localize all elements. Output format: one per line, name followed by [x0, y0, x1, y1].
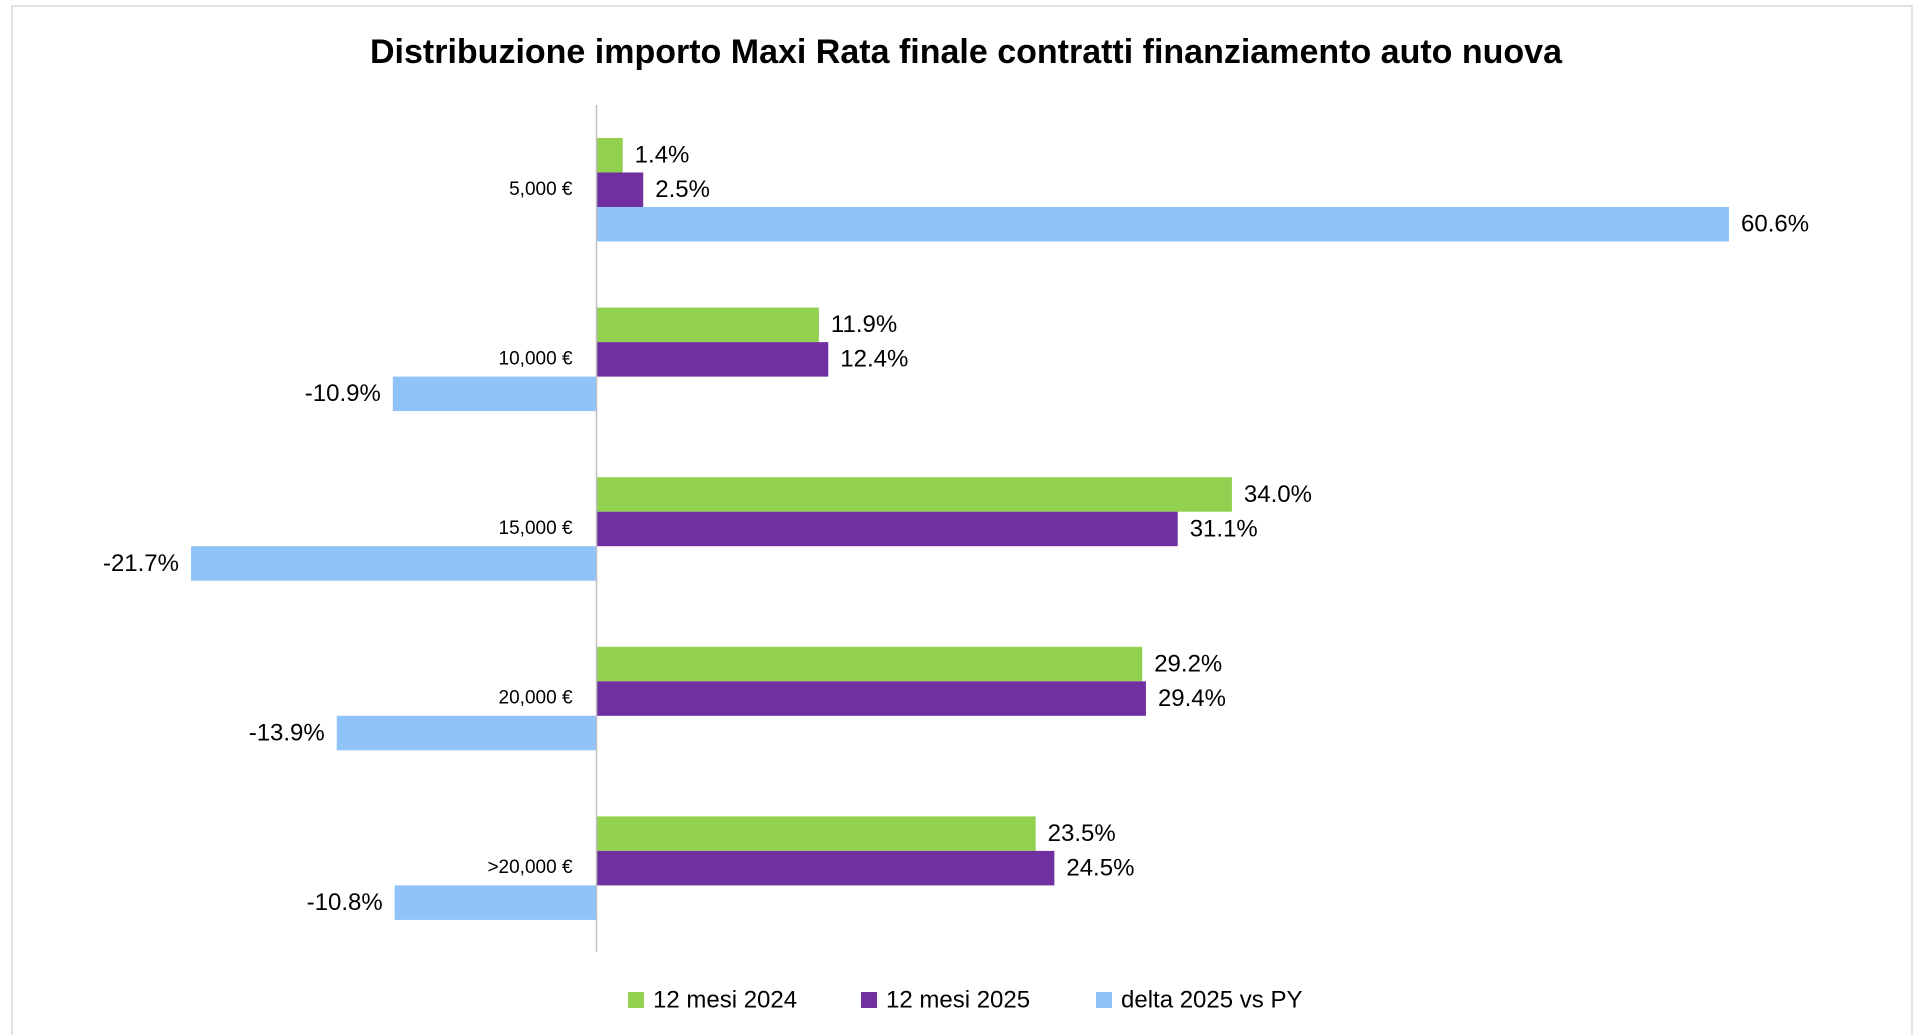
data-label: 12.4%: [840, 346, 908, 373]
legend-swatch: [861, 992, 877, 1008]
chart-border: [11, 5, 1913, 1035]
bar: [336, 715, 597, 751]
data-label: 11.9%: [831, 311, 897, 338]
data-label: -10.8%: [307, 889, 383, 916]
bar: [596, 138, 623, 173]
data-label: 60.6%: [1741, 211, 1809, 238]
bar: [596, 850, 1055, 886]
y-tick-label: 20,000 €: [499, 688, 573, 709]
chart-title: Distribuzione importo Maxi Rata finale c…: [370, 33, 1563, 71]
data-label: 23.5%: [1048, 820, 1116, 847]
y-tick-label: 10,000 €: [499, 348, 573, 369]
data-label: 24.5%: [1066, 854, 1134, 881]
data-label: 29.4%: [1158, 685, 1226, 712]
legend-swatch: [1096, 992, 1112, 1008]
data-label: -13.9%: [249, 719, 325, 746]
data-label: 29.2%: [1154, 650, 1222, 677]
legend-swatch: [628, 992, 644, 1008]
data-label: 1.4%: [635, 142, 690, 169]
bar: [596, 816, 1036, 851]
legend-label: 12 mesi 2025: [886, 986, 1030, 1013]
legend-label: delta 2025 vs PY: [1121, 986, 1302, 1013]
bar: [596, 681, 1146, 716]
y-tick-label: 5,000 €: [509, 179, 573, 200]
bar: [191, 546, 597, 581]
bar: [596, 172, 644, 207]
bar: [394, 885, 597, 920]
bar: [596, 207, 1729, 242]
y-tick-label: >20,000 €: [487, 857, 572, 878]
bar: [596, 646, 1143, 682]
data-label: -10.9%: [305, 380, 381, 407]
bar: [596, 342, 829, 377]
bar: [596, 307, 819, 343]
bar: [596, 511, 1178, 547]
data-label: 31.1%: [1190, 515, 1258, 542]
bar: [392, 376, 597, 412]
bar: [596, 477, 1232, 512]
data-label: 34.0%: [1244, 481, 1312, 508]
data-label: -21.7%: [103, 550, 179, 577]
y-tick-label: 15,000 €: [499, 518, 573, 539]
data-label: 2.5%: [655, 176, 710, 203]
legend-label: 12 mesi 2024: [653, 986, 797, 1013]
